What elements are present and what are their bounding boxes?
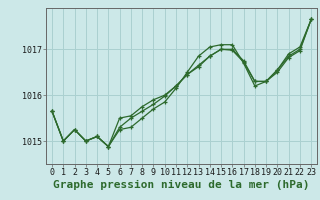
X-axis label: Graphe pression niveau de la mer (hPa): Graphe pression niveau de la mer (hPa) [53, 180, 310, 190]
